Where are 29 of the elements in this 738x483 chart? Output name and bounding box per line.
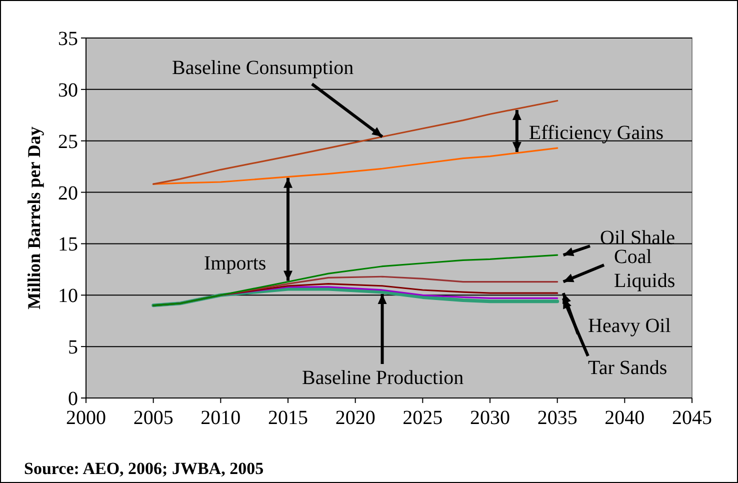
- y-tick-label: 20: [58, 182, 78, 204]
- x-tick-label: 2025: [402, 407, 443, 429]
- y-tick-label: 15: [58, 234, 78, 256]
- source-note: Source: AEO, 2006; JWBA, 2005: [24, 459, 264, 478]
- line-series: [152, 147, 558, 185]
- x-tick-label: 2035: [537, 407, 578, 429]
- y-tick-label: 10: [58, 285, 78, 308]
- line-series: [152, 254, 558, 306]
- text: Baseline Consumption: [172, 57, 354, 79]
- y-tick-label: 30: [58, 79, 78, 102]
- annotation: Efficiency Gains: [528, 122, 664, 144]
- x-tick-label: 2040: [604, 407, 645, 429]
- text: Coal Liquids: [614, 246, 676, 292]
- text: Baseline Production: [302, 367, 464, 389]
- x-tick-label: 2000: [66, 407, 106, 429]
- y-tick-label: 25: [58, 130, 78, 153]
- x-tick-label: 2030: [470, 407, 510, 429]
- x-tick-label: 2015: [268, 407, 308, 429]
- y-tick-label: 5: [68, 336, 78, 359]
- x-tick-label: 2005: [133, 407, 174, 429]
- x-tick-label: 2020: [335, 407, 376, 429]
- y-axis-title: Million Barrels per Day: [24, 126, 44, 310]
- annotation: Imports: [204, 252, 266, 274]
- y-tick-label: 0: [68, 388, 78, 410]
- series-label: Heavy Oil: [588, 315, 672, 337]
- x-tick-label: 2045: [672, 407, 712, 429]
- text: Tar Sands: [588, 357, 668, 379]
- x-tick-label: 2010: [200, 407, 241, 429]
- y-tick-label: 35: [58, 28, 78, 50]
